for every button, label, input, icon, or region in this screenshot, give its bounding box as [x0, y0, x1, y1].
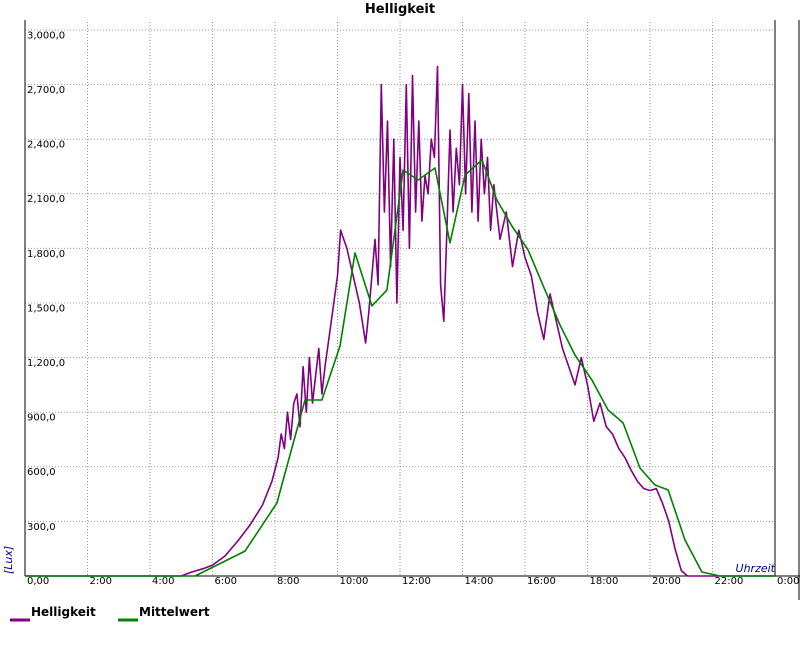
y-tick-label: 1,200,0 — [27, 358, 65, 369]
data-line — [25, 159, 775, 577]
y-tick-label: 900,0 — [27, 413, 56, 424]
x-tick-label: 10:00 — [340, 576, 369, 587]
x-axis-label: Uhrzeit — [736, 562, 776, 575]
x-tick-label: 20:00 — [652, 576, 681, 587]
x-tick-label: 0,00 — [27, 576, 49, 587]
y-tick-label: 2,100,0 — [27, 194, 65, 205]
y-tick-label: 300,0 — [27, 522, 56, 533]
x-tick-label: 2:00 — [90, 576, 112, 587]
y-tick-label: 600,0 — [27, 467, 56, 478]
y-tick-label: 2,400,0 — [27, 140, 65, 151]
x-tick-label: 4:00 — [152, 576, 174, 587]
x-tick-label: 6:00 — [215, 576, 237, 587]
y-axis-label: [Lux] — [2, 546, 15, 574]
x-tick-label: 12:00 — [402, 576, 431, 587]
y-tick-label: 2,700,0 — [27, 85, 65, 96]
legend-label: Helligkeit — [31, 605, 96, 619]
data-line — [25, 65, 775, 577]
x-tick-label: 8:00 — [277, 576, 299, 587]
y-tick-label: 1,500,0 — [27, 303, 65, 314]
x-tick-label: 22:00 — [715, 576, 744, 587]
x-tick-label: 16:00 — [527, 576, 556, 587]
chart-title: Helligkeit — [365, 2, 435, 17]
x-tick-label: 18:00 — [590, 576, 619, 587]
x-tick-label: 14:00 — [465, 576, 494, 587]
y-tick-label: 3,000,0 — [27, 30, 65, 41]
x-tick-label: 0:00 — [777, 576, 799, 587]
y-tick-label: 1,800,0 — [27, 249, 65, 260]
legend-label: Mittelwert — [139, 605, 210, 619]
